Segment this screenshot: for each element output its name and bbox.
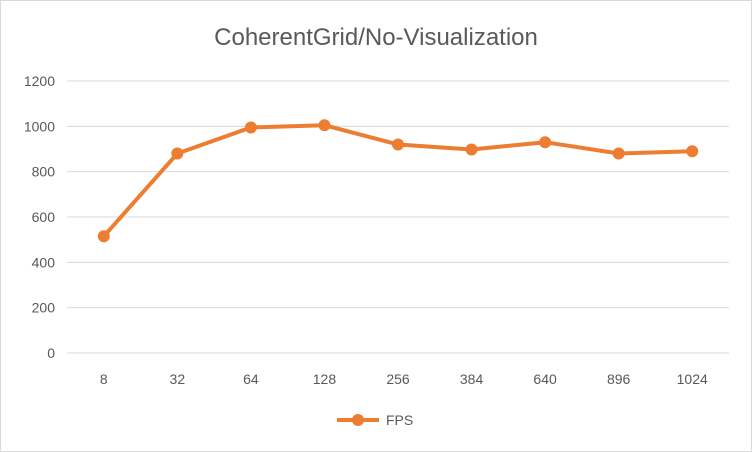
data-point [392, 138, 404, 151]
y-tick-label: 800 [32, 164, 56, 180]
y-axis-ticks: 0 200 400 600 800 1000 1200 [24, 73, 55, 361]
data-point [171, 147, 184, 160]
data-point [244, 121, 257, 134]
y-tick-label: 200 [32, 300, 56, 316]
x-tick-label: 640 [533, 371, 557, 387]
legend-label-fps: FPS [386, 412, 413, 428]
x-tick-label: 128 [313, 371, 337, 387]
x-tick-label: 384 [460, 371, 484, 387]
data-point [612, 147, 625, 160]
data-point [686, 145, 699, 158]
y-tick-label: 0 [47, 345, 55, 361]
x-tick-label: 8 [100, 371, 108, 387]
x-tick-label: 32 [170, 371, 186, 387]
x-axis-ticks: 8 32 64 128 256 384 640 896 1024 [100, 371, 708, 387]
legend: FPS [337, 412, 413, 428]
legend-swatch-marker [352, 414, 364, 426]
y-tick-label: 1000 [24, 118, 55, 134]
x-tick-label: 256 [386, 371, 410, 387]
chart-title: CoherentGrid/No-Visualization [214, 24, 538, 51]
y-tick-label: 1200 [24, 73, 55, 89]
y-tick-label: 400 [32, 254, 56, 270]
data-point [318, 119, 331, 132]
data-point [465, 143, 478, 156]
x-tick-label: 64 [243, 371, 259, 387]
y-tick-label: 600 [32, 209, 56, 225]
data-point [539, 136, 552, 149]
x-tick-label: 1024 [677, 371, 708, 387]
series-group [97, 119, 699, 243]
x-tick-label: 896 [607, 371, 631, 387]
gridlines [67, 80, 729, 354]
data-point [97, 230, 110, 243]
